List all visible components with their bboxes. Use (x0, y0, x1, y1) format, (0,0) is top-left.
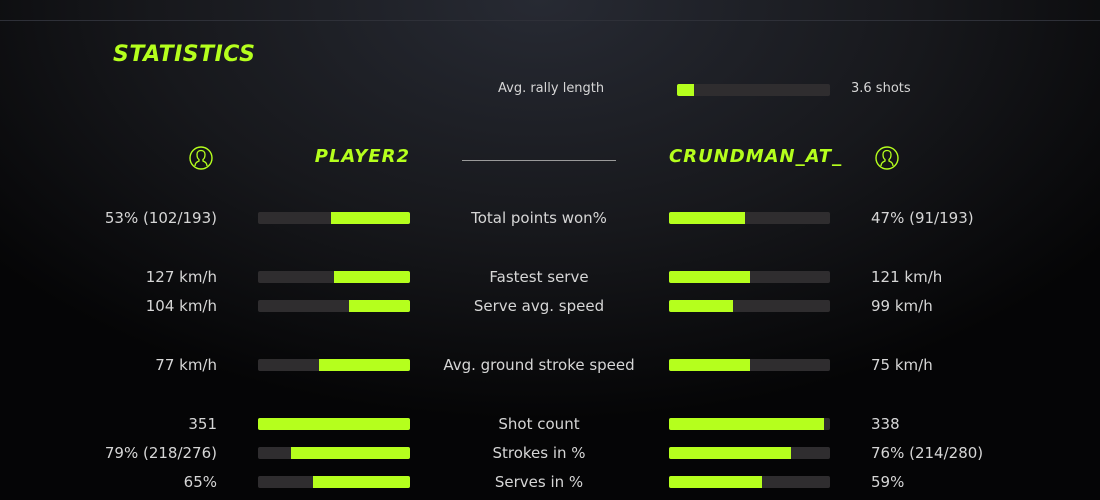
stat-left-value: 77 km/h (155, 356, 217, 374)
stat-left-bar (258, 418, 410, 430)
stat-left-value: 351 (188, 415, 217, 433)
stat-label: Strokes in % (492, 444, 586, 462)
stat-left-bar-fill (330, 212, 410, 224)
stat-right-bar (669, 271, 830, 283)
stat-left-bar-fill (334, 271, 410, 283)
stat-right-bar (669, 212, 830, 224)
stat-label: Total points won% (471, 209, 607, 227)
top-divider (0, 20, 1100, 21)
stat-right-bar (669, 359, 830, 371)
stat-left-bar (258, 300, 410, 312)
stat-right-bar (669, 476, 830, 488)
header-divider (462, 160, 616, 161)
stat-right-bar-fill (669, 271, 750, 283)
rally-label: Avg. rally length (498, 81, 605, 96)
stat-right-value: 76% (214/280) (871, 444, 984, 462)
stat-left-value: 79% (218/276) (104, 444, 217, 462)
stat-left-bar (258, 359, 410, 371)
stat-label: Shot count (498, 415, 580, 433)
stat-left-bar (258, 447, 410, 459)
rally-bar-fill (677, 84, 694, 96)
stat-right-value: 59% (871, 473, 905, 491)
stat-right-bar-fill (669, 212, 745, 224)
stat-label: Serves in % (494, 473, 584, 491)
stat-right-bar-fill (669, 418, 824, 430)
stat-left-value: 104 km/h (145, 297, 217, 315)
stat-left-bar (258, 476, 410, 488)
player-right-name: CRUNDMAN_AT_ (669, 146, 843, 167)
stat-right-bar-fill (669, 359, 750, 371)
page-title: STATISTICS (113, 42, 256, 67)
stat-left-bar (258, 212, 410, 224)
stat-right-value: 338 (871, 415, 900, 433)
stat-right-bar-fill (669, 476, 763, 488)
stat-label: Serve avg. speed (473, 297, 605, 315)
rally-value: 3.6 shots (851, 81, 911, 96)
stat-left-bar-fill (349, 300, 410, 312)
stat-right-bar (669, 418, 830, 430)
stat-left-bar-fill (312, 476, 410, 488)
user-avatar-icon (875, 146, 899, 170)
stat-left-bar-fill (258, 418, 410, 430)
stat-right-bar-fill (669, 447, 792, 459)
stat-left-value: 127 km/h (145, 268, 217, 286)
stat-right-bar-fill (669, 300, 734, 312)
stat-left-bar-fill (318, 359, 410, 371)
player-left-name: PLAYER2 (314, 146, 410, 167)
stat-left-bar (258, 271, 410, 283)
rally-bar (677, 84, 830, 96)
stat-right-bar (669, 300, 830, 312)
stat-right-value: 75 km/h (871, 356, 933, 374)
user-avatar-icon (189, 146, 213, 170)
stat-left-value: 65% (183, 473, 217, 491)
stat-left-value: 53% (102/193) (104, 209, 217, 227)
stat-label: Fastest serve (489, 268, 589, 286)
stat-label: Avg. ground stroke speed (443, 356, 635, 374)
stat-right-bar (669, 447, 830, 459)
stat-right-value: 121 km/h (871, 268, 943, 286)
stat-right-value: 99 km/h (871, 297, 933, 315)
stat-left-bar-fill (291, 447, 410, 459)
stat-right-value: 47% (91/193) (871, 209, 974, 227)
